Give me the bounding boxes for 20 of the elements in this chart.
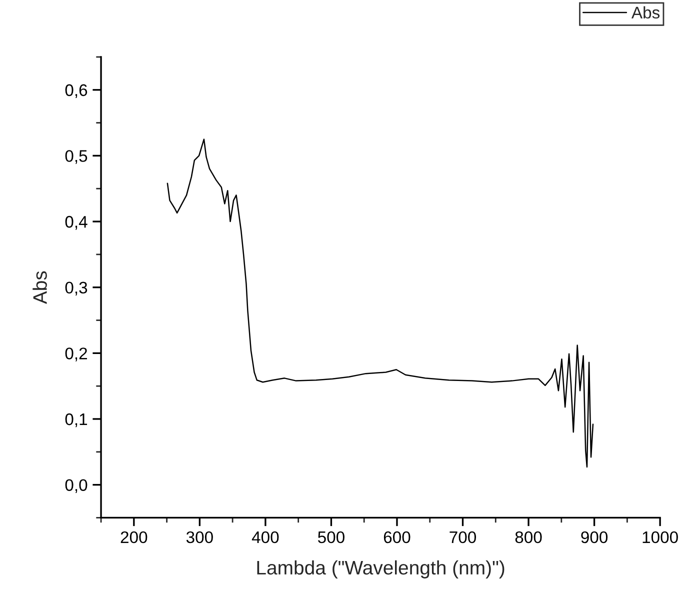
x-tick-label: 1000 [642, 531, 678, 544]
x-tick-label: 300 [186, 531, 213, 544]
x-tick-label: 400 [252, 531, 279, 544]
y-tick-label: 0,3 [65, 282, 88, 296]
x-tick-label: 600 [384, 531, 410, 544]
y-tick-label: 0,1 [65, 413, 88, 428]
x-tick-label: 800 [515, 531, 542, 544]
y-tick-label: 0,6 [65, 84, 88, 98]
x-tick-label: 700 [450, 531, 476, 544]
y-tick-label: 0,2 [65, 348, 87, 362]
x-tick-label: 200 [120, 531, 148, 544]
y-tick-label: 0,4 [65, 216, 88, 230]
y-axis-title: Abs [32, 271, 47, 304]
legend-label: Abs [631, 6, 660, 19]
x-tick-label: 900 [581, 531, 608, 544]
line-series [166, 138, 594, 468]
x-tick-label: 500 [318, 531, 344, 544]
y-tick-label: 0,5 [65, 150, 88, 164]
x-axis-title: Lambda ("Wavelength (nm)") [257, 560, 504, 578]
y-tick-label: 0,0 [65, 479, 88, 493]
